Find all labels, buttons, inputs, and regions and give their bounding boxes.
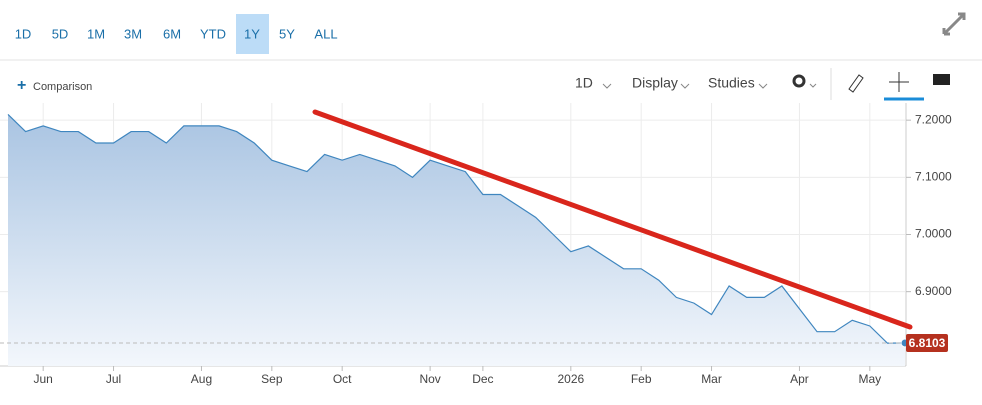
selected-range — [236, 14, 269, 54]
x-tick-label: Jun — [33, 372, 52, 386]
range-button[interactable]: ALL — [314, 26, 337, 41]
x-tick-label: Mar — [701, 372, 722, 386]
x-tick-label: Feb — [631, 372, 652, 386]
draw-icon[interactable] — [848, 74, 864, 93]
price-tag-label: 6.8103 — [909, 336, 946, 350]
plus-icon[interactable]: + — [17, 77, 26, 94]
x-tick-label: May — [858, 372, 881, 386]
x-tick-label: Nov — [419, 372, 440, 386]
x-tick-label: Oct — [333, 372, 352, 386]
settings-icon[interactable] — [792, 74, 806, 88]
x-tick-label: Sep — [261, 372, 283, 386]
display-button[interactable]: Display — [632, 75, 678, 91]
range-button[interactable]: 6M — [163, 26, 181, 41]
crosshair-icon[interactable] — [889, 72, 909, 92]
range-button[interactable]: 1Y — [244, 26, 260, 41]
range-bar: 1D 5D 1M 3M 6M YTD 1Y 5Y ALL — [15, 26, 338, 41]
price-tag — [906, 333, 948, 352]
comparison-button[interactable]: Comparison — [33, 81, 92, 93]
range-button[interactable]: 5D — [52, 26, 69, 41]
notes-icon[interactable] — [933, 74, 950, 85]
y-tick-label: 6.9000 — [915, 284, 952, 298]
range-button[interactable]: 1D — [15, 26, 32, 41]
x-tick-label: Aug — [191, 372, 212, 386]
x-tick-label: Jul — [106, 372, 121, 386]
y-tick-label: 7.2000 — [915, 112, 952, 126]
trend-annotation — [312, 109, 913, 330]
expand-icon[interactable] — [942, 12, 966, 36]
x-tick-label: 2026 — [557, 372, 584, 386]
x-tick-label: Dec — [472, 372, 493, 386]
x-tick-label: Apr — [790, 372, 809, 386]
plot — [0, 103, 906, 366]
range-button[interactable]: 1M — [87, 26, 105, 41]
area — [8, 114, 905, 366]
dropdown-arrows — [602, 83, 817, 89]
range-button[interactable]: YTD — [200, 26, 226, 41]
range-button[interactable]: 5Y — [279, 26, 295, 41]
y-tick-label: 7.0000 — [915, 227, 952, 241]
studies-button[interactable]: Studies — [708, 75, 755, 91]
interval-button[interactable]: 1D — [575, 75, 593, 91]
y-tick-label: 7.1000 — [915, 169, 952, 183]
range-button[interactable]: 3M — [124, 26, 142, 41]
line — [7, 114, 906, 344]
